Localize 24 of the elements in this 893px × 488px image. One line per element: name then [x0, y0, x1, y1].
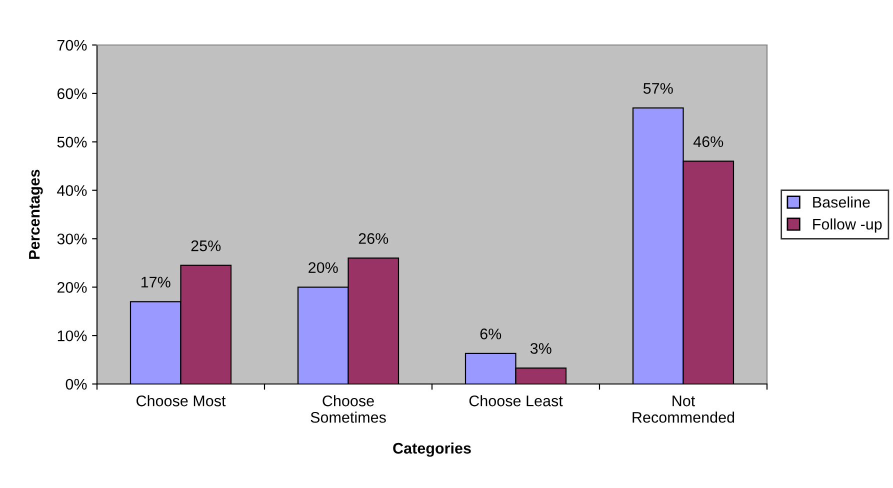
y-axis-title: Percentages	[29, 170, 43, 259]
data-label: 25%	[191, 240, 221, 252]
data-label: 57%	[643, 83, 673, 94]
y-tick-label: 0%	[66, 378, 87, 390]
data-label: 26%	[358, 233, 388, 244]
y-tick-label: 20%	[57, 282, 87, 293]
y-tick-label: 70%	[57, 40, 87, 51]
legend-label: Baseline	[813, 196, 870, 208]
y-tick-label: 60%	[57, 88, 87, 100]
data-label: 3%	[530, 343, 552, 354]
x-tick-label: Not Recommended	[632, 396, 734, 423]
data-label: 46%	[693, 136, 724, 148]
y-tick-label: 30%	[57, 234, 87, 244]
x-tick-label: Choose Sometimes	[310, 395, 386, 423]
data-label: 17%	[142, 276, 170, 288]
x-axis-title: Categories	[393, 442, 471, 457]
legend-label: Follow -up	[813, 218, 882, 233]
x-tick-label: Choose Most	[136, 395, 226, 406]
y-tick-label: 50%	[57, 136, 87, 148]
x-tick-label: Choose Least	[469, 395, 563, 406]
y-tick-label: 40%	[57, 185, 87, 196]
y-tick-label: 10%	[58, 330, 87, 342]
data-label: 6%	[480, 328, 502, 340]
data-label: 20%	[308, 262, 338, 274]
